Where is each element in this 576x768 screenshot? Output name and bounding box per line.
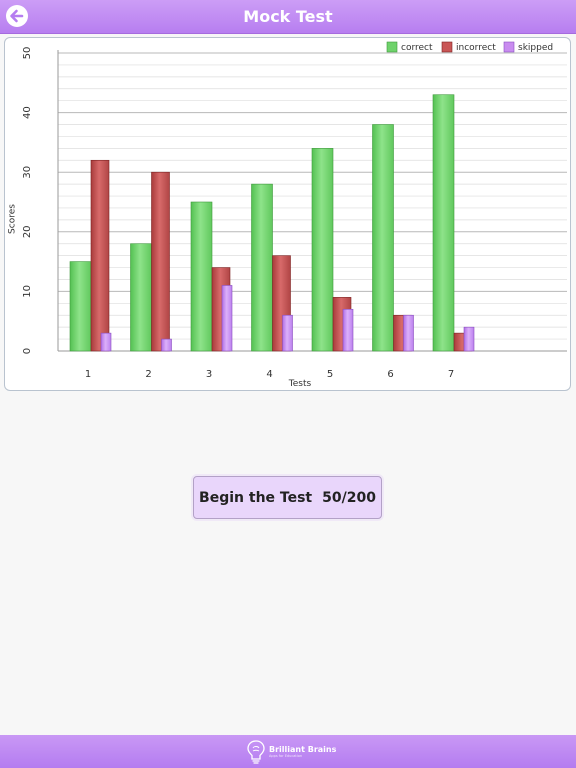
x-axis-title: Tests [288, 379, 312, 389]
y-axis-title: Scores [8, 204, 18, 234]
legend-label-skipped: skipped [518, 43, 553, 53]
x-tick-label: 1 [85, 369, 91, 380]
bar-skipped [100, 332, 112, 352]
bar-incorrect [90, 159, 110, 352]
y-tick-label: 20 [22, 225, 33, 238]
brand-tagline: Apps for Education [269, 753, 303, 758]
footer-bar [0, 735, 576, 768]
begin-test-button[interactable]: Begin the Test 50/200 [193, 476, 382, 519]
legend-label-correct: correct [401, 43, 433, 53]
bar-skipped [221, 285, 233, 352]
legend-swatch-incorrect [441, 41, 453, 53]
bar-correct [372, 124, 394, 352]
scores-chart-panel: 0 10 20 30 40 50 Scores 1 2 3 4 5 6 7 Tests correct inco… [4, 37, 571, 391]
y-tick-label: 30 [22, 166, 33, 179]
legend-label-incorrect: incorrect [456, 43, 496, 53]
legend-swatch-skipped [503, 41, 515, 53]
bar-skipped [463, 326, 475, 352]
x-tick-label: 4 [266, 369, 272, 380]
back-button[interactable] [6, 5, 28, 27]
y-tick-label: 50 [22, 47, 33, 60]
bar-correct [311, 148, 334, 352]
bar-correct [130, 243, 152, 352]
y-tick-label: 10 [22, 285, 33, 298]
page-title: Mock Test [243, 7, 333, 26]
begin-test-label: Begin the Test [199, 489, 313, 506]
header-bar: Mock Test [0, 0, 576, 34]
x-tick-label: 6 [387, 369, 393, 380]
x-tick-label: 2 [145, 369, 151, 380]
bar-skipped [282, 314, 293, 352]
x-tick-label: 7 [448, 369, 454, 380]
bar-correct [432, 94, 455, 352]
y-tick-label: 0 [22, 348, 33, 354]
test-progress-label: 50/200 [322, 489, 376, 506]
arrow-left-circle-icon [7, 6, 27, 26]
bar-incorrect [151, 171, 170, 352]
bar-correct [190, 201, 213, 352]
legend-swatch-correct [386, 41, 398, 53]
bar-skipped [403, 314, 414, 352]
bar-skipped [161, 338, 172, 352]
brand-logo: Brilliant Brains Apps for Education [246, 738, 336, 766]
bar-correct [69, 261, 92, 352]
y-tick-label: 40 [22, 106, 33, 119]
brand-name: Brilliant Brains [269, 744, 337, 754]
x-tick-label: 3 [206, 369, 212, 380]
bar-skipped [342, 308, 354, 352]
x-tick-label: 5 [327, 369, 333, 380]
scores-bar-chart: 0 10 20 30 40 50 Scores 1 2 3 4 5 6 7 Tests correct inco… [8, 41, 567, 389]
bar-correct [251, 183, 273, 352]
brain-bulb-icon [247, 740, 265, 764]
